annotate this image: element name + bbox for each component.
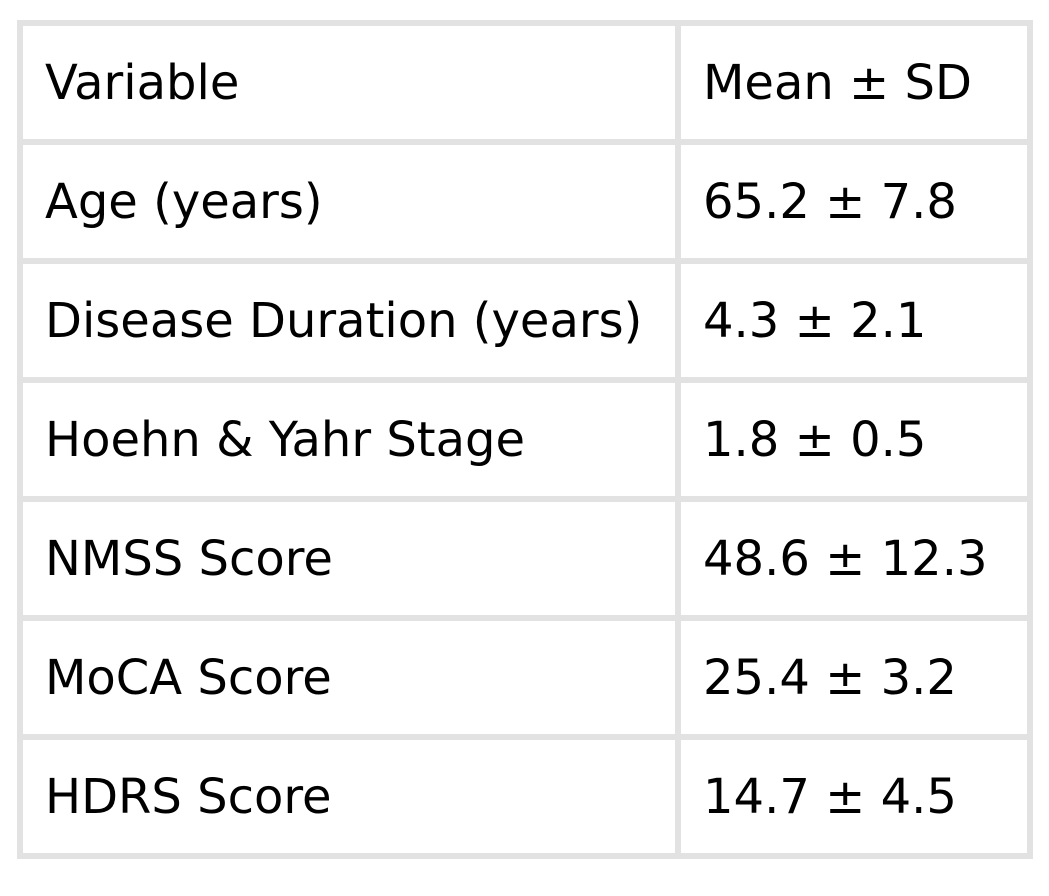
- table-row: Hoehn & Yahr Stage 1.8 ± 0.5: [17, 377, 1033, 502]
- table-body: Age (years) 65.2 ± 7.8 Disease Duration …: [17, 139, 1033, 859]
- table-row: Age (years) 65.2 ± 7.8: [17, 139, 1033, 264]
- table-row: MoCA Score 25.4 ± 3.2: [17, 615, 1033, 740]
- variable-cell: NMSS Score: [17, 496, 681, 621]
- value-cell: 14.7 ± 4.5: [675, 734, 1033, 859]
- value-cell: 65.2 ± 7.8: [675, 139, 1033, 264]
- value-cell: 25.4 ± 3.2: [675, 615, 1033, 740]
- summary-table: Variable Mean ± SD Age (years) 65.2 ± 7.…: [17, 20, 1033, 859]
- header-row: Variable Mean ± SD: [17, 20, 1033, 145]
- variable-cell: Disease Duration (years): [17, 258, 681, 383]
- variable-cell: MoCA Score: [17, 615, 681, 740]
- value-cell: 4.3 ± 2.1: [675, 258, 1033, 383]
- table-row: HDRS Score 14.7 ± 4.5: [17, 734, 1033, 859]
- variable-cell: Hoehn & Yahr Stage: [17, 377, 681, 502]
- variable-cell: Age (years): [17, 139, 681, 264]
- table-row: NMSS Score 48.6 ± 12.3: [17, 496, 1033, 621]
- table-row: Disease Duration (years) 4.3 ± 2.1: [17, 258, 1033, 383]
- value-cell: 48.6 ± 12.3: [675, 496, 1033, 621]
- value-cell: 1.8 ± 0.5: [675, 377, 1033, 502]
- header-mean-sd: Mean ± SD: [675, 20, 1033, 145]
- header-variable: Variable: [17, 20, 681, 145]
- variable-cell: HDRS Score: [17, 734, 681, 859]
- table-header: Variable Mean ± SD: [17, 20, 1033, 145]
